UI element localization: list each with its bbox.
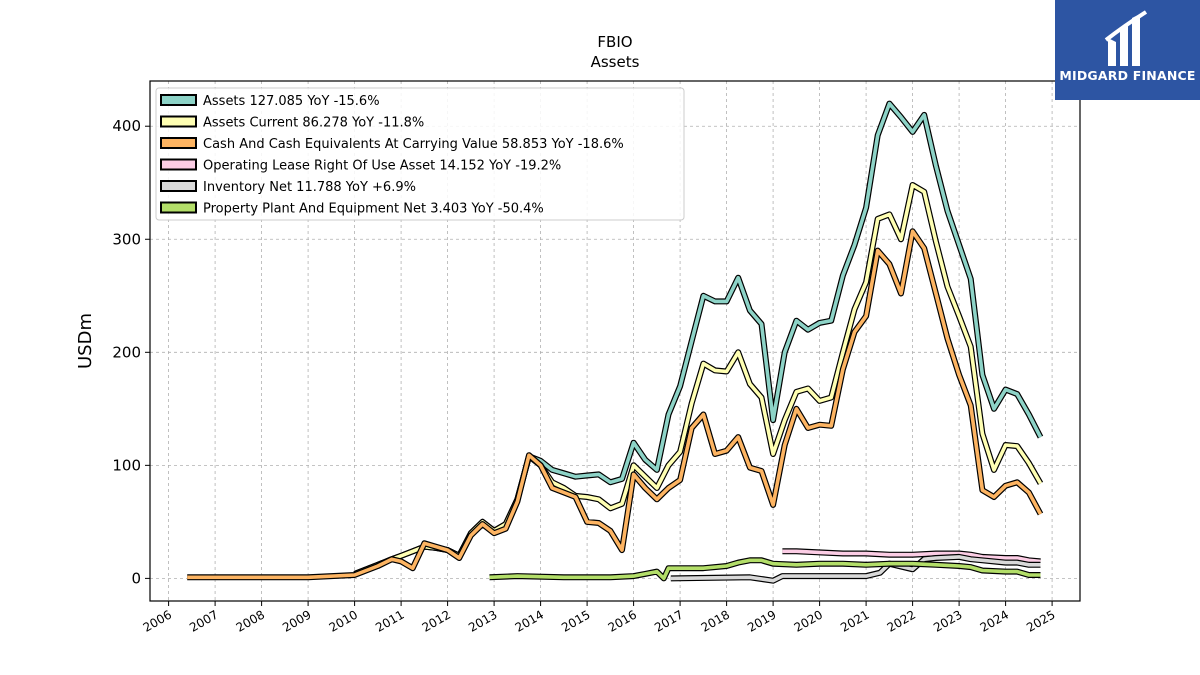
chart-subtitle: Assets bbox=[591, 53, 640, 71]
series-line-1 bbox=[353, 183, 1043, 576]
legend-label: Inventory Net 11.788 YoY +6.9% bbox=[203, 180, 416, 195]
x-tick-label: 2020 bbox=[792, 607, 825, 634]
x-tick-label: 2017 bbox=[652, 607, 685, 634]
x-tick-label: 2021 bbox=[838, 607, 871, 634]
x-tick-label: 2016 bbox=[606, 607, 639, 634]
x-tick-label: 2023 bbox=[931, 607, 964, 634]
legend: Assets 127.085 YoY -15.6% Assets Current … bbox=[155, 87, 685, 221]
legend-label: Operating Lease Right Of Use Asset 14.15… bbox=[203, 159, 561, 174]
legend-label: Assets Current 86.278 YoY -11.8% bbox=[203, 116, 424, 131]
legend-label: Cash And Cash Equivalents At Carrying Va… bbox=[203, 137, 624, 152]
x-axis-ticks: 2006 2007 2008 2009 2010 2011 2012 2013 2014 2015… bbox=[141, 601, 1058, 635]
x-tick-label: 2013 bbox=[466, 607, 499, 634]
series-line-3 bbox=[782, 549, 1041, 564]
x-tick-label: 2011 bbox=[373, 607, 406, 634]
y-axis-ticks: 0 100 200 300 400 bbox=[112, 117, 150, 587]
x-tick-label: 2009 bbox=[280, 607, 313, 634]
x-tick-label: 2022 bbox=[885, 607, 918, 634]
brand-logo: MIDGARD FINANCE bbox=[1055, 0, 1200, 100]
legend-swatch bbox=[160, 115, 197, 128]
y-tick-label: 200 bbox=[112, 343, 141, 361]
legend-swatch bbox=[160, 180, 197, 192]
legend-swatch bbox=[160, 201, 197, 214]
x-tick-label: 2015 bbox=[559, 607, 592, 634]
legend-swatch bbox=[160, 94, 197, 106]
legend-box bbox=[155, 87, 685, 221]
legend-swatch bbox=[160, 137, 197, 149]
chart-title: FBIO bbox=[597, 33, 632, 51]
series-lines bbox=[187, 100, 1044, 584]
x-tick-label: 2018 bbox=[699, 607, 732, 634]
series-line-2 bbox=[187, 229, 1043, 580]
x-tick-label: 2012 bbox=[420, 607, 453, 634]
y-tick-label: 300 bbox=[112, 230, 141, 248]
series-line-5 bbox=[489, 558, 1041, 581]
brand-mark-icon bbox=[1104, 10, 1148, 66]
x-tick-label: 2008 bbox=[234, 607, 267, 634]
plot-area-frame bbox=[149, 80, 1081, 602]
y-tick-label: 0 bbox=[131, 569, 141, 587]
x-tick-label: 2007 bbox=[187, 607, 220, 634]
x-tick-label: 2025 bbox=[1024, 607, 1057, 634]
x-tick-label: 2006 bbox=[141, 607, 174, 634]
x-tick-label: 2019 bbox=[745, 607, 778, 634]
brand-name: MIDGARD FINANCE bbox=[1059, 68, 1196, 83]
legend-label: Property Plant And Equipment Net 3.403 Y… bbox=[203, 202, 544, 217]
x-tick-label: 2010 bbox=[327, 607, 360, 634]
x-tick-label: 2024 bbox=[978, 607, 1011, 634]
y-axis-label: USDm bbox=[75, 313, 96, 369]
legend-label: Assets 127.085 YoY -15.6% bbox=[203, 94, 380, 109]
legend-swatch bbox=[160, 158, 197, 171]
y-tick-label: 100 bbox=[112, 456, 141, 474]
x-tick-label: 2014 bbox=[513, 607, 546, 634]
y-tick-label: 400 bbox=[112, 117, 141, 135]
